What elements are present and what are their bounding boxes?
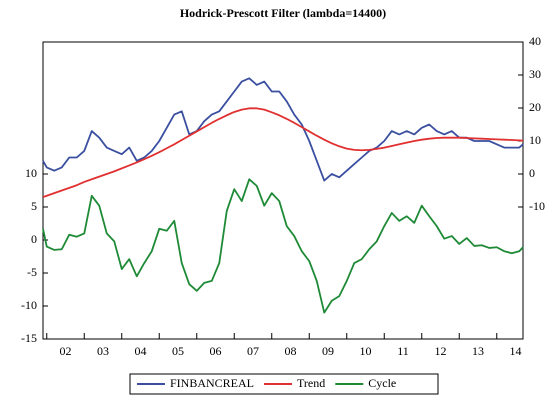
series-line xyxy=(42,77,524,182)
x-tick-label: 11 xyxy=(397,344,409,358)
y2-tick-label: 20 xyxy=(529,100,541,114)
x-tick-label: 07 xyxy=(247,344,259,358)
x-tick-label: 04 xyxy=(135,344,147,358)
y-tick-label: -15 xyxy=(21,331,37,345)
plot-frame xyxy=(42,41,524,340)
y2-tick-label: 0 xyxy=(529,166,535,180)
y-tick-label: 10 xyxy=(25,166,37,180)
chart-title: Hodrick-Prescott Filter (lambda=14400) xyxy=(180,6,386,20)
x-tick-label: 10 xyxy=(360,344,372,358)
series-line xyxy=(42,107,524,198)
legend-label: FINBANCREAL xyxy=(170,376,254,390)
legend-label: Trend xyxy=(297,376,325,390)
legend-box xyxy=(129,373,439,395)
y2-tick-label: -10 xyxy=(529,199,545,213)
x-tick-label: 08 xyxy=(285,344,297,358)
legend-label: Cycle xyxy=(368,376,396,390)
y2-tick-label: 30 xyxy=(529,67,541,81)
y-tick-label: -5 xyxy=(27,265,37,279)
x-tick-label: 05 xyxy=(172,344,184,358)
x-tick-label: 06 xyxy=(210,344,222,358)
x-tick-label: 02 xyxy=(60,344,72,358)
x-tick-label: 09 xyxy=(322,344,334,358)
y-tick-label: 0 xyxy=(31,232,37,246)
series-line xyxy=(42,178,524,314)
y2-tick-label: 10 xyxy=(529,133,541,147)
x-tick-label: 13 xyxy=(472,344,484,358)
x-tick-label: 03 xyxy=(97,344,109,358)
x-tick-label: 12 xyxy=(435,344,447,358)
y2-tick-label: 40 xyxy=(529,34,541,48)
x-tick-label: 14 xyxy=(510,344,522,358)
y-tick-label: -10 xyxy=(21,298,37,312)
y-tick-label: 5 xyxy=(31,199,37,213)
